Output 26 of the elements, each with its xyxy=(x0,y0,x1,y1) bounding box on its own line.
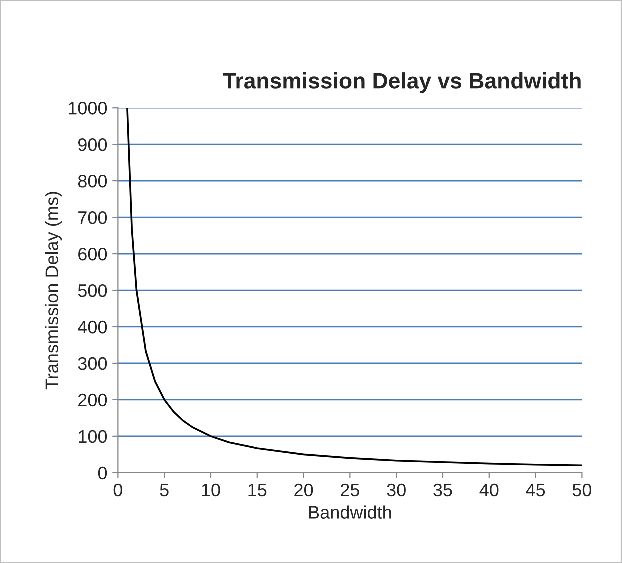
x-tick-label: 40 xyxy=(480,484,499,497)
chart-title: Transmission Delay vs Bandwidth xyxy=(223,72,581,94)
y-tick-label: 900 xyxy=(78,138,108,152)
y-tick-label: 0 xyxy=(98,466,108,480)
y-axis-title: Transmission Delay (ms) xyxy=(45,192,62,390)
y-tick-label: 200 xyxy=(78,394,108,407)
x-tick-label: 20 xyxy=(294,484,314,497)
x-tick-label: 0 xyxy=(114,484,122,497)
x-tick-label: 10 xyxy=(202,484,220,497)
y-tick-label: 800 xyxy=(78,174,108,188)
x-tick-label: 50 xyxy=(572,484,592,497)
x-tick-label: 35 xyxy=(434,484,452,497)
x-tick-label: 30 xyxy=(387,484,406,497)
x-tick-label: 45 xyxy=(526,484,546,497)
y-tick-label: 600 xyxy=(78,248,108,261)
y-tick-label: 100 xyxy=(79,430,108,444)
x-tick-label: 15 xyxy=(248,484,267,497)
y-tick-label: 1000 xyxy=(68,102,108,115)
line-series xyxy=(126,108,582,467)
y-tick-label: 300 xyxy=(78,357,108,370)
y-tick-label: 700 xyxy=(78,211,108,224)
y-tick-label: 500 xyxy=(78,284,108,298)
x-tick-label: 25 xyxy=(341,484,360,497)
x-axis-title: Bandwidth xyxy=(310,506,392,519)
y-tick-label: 400 xyxy=(78,320,108,334)
x-tick-label: 5 xyxy=(160,484,169,497)
